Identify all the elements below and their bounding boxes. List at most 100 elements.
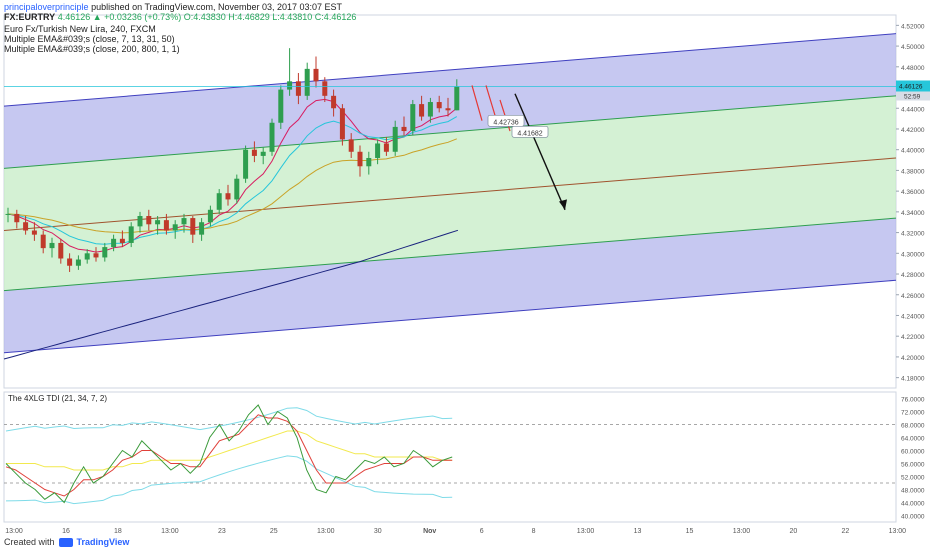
candle <box>322 77 328 103</box>
price-label: 4.41682 <box>511 125 549 138</box>
timer-tag <box>896 91 930 101</box>
black-arrow-head <box>559 199 567 210</box>
candle-body <box>216 193 222 210</box>
candle-body <box>119 238 125 243</box>
ohlc-values: O:4.43830 H:4.46829 L:4.43810 C:4.46126 <box>183 12 357 22</box>
ema-7-line <box>7 98 458 253</box>
candle-body <box>278 89 284 123</box>
channel-bottom-line <box>3 279 897 354</box>
created-with-label: Created with <box>4 537 55 547</box>
publish-line: principaloverprinciple published on Trad… <box>4 2 343 12</box>
tdi-tick-label: 76.0000 <box>901 397 925 404</box>
candle-body <box>348 139 354 152</box>
candle <box>348 133 354 158</box>
time-tick-label: 23 <box>218 528 226 535</box>
time-tick-label: 13:00 <box>161 528 179 535</box>
candle <box>357 145 363 177</box>
candle <box>5 207 11 223</box>
time-tick-label: 30 <box>374 528 382 535</box>
channel-upper-band <box>4 33 896 169</box>
candle-body <box>207 209 213 223</box>
candle <box>102 242 108 262</box>
candle-body <box>339 108 345 140</box>
footer: Created with TradingView <box>4 537 129 547</box>
tdi-tick-label: 48.0000 <box>901 488 925 495</box>
candle <box>339 104 345 146</box>
candle <box>269 118 275 156</box>
candle-body <box>14 213 20 223</box>
tdi-rsi-price-line <box>5 404 453 504</box>
price-tick-label: 4.32000 <box>901 231 925 238</box>
candle-body <box>155 220 161 225</box>
candle-body <box>23 222 29 231</box>
channel-inner-bottom-line <box>3 217 897 292</box>
time-tick-label: 13:00 <box>5 528 23 535</box>
candle <box>375 139 381 165</box>
candle <box>383 137 389 156</box>
candle-body <box>75 259 81 266</box>
candle <box>454 79 460 111</box>
candle-body <box>225 193 231 200</box>
channel-top-line <box>3 33 897 107</box>
candle <box>137 211 143 233</box>
candle-body <box>269 122 275 152</box>
last-price-tag-text: 4.46126 <box>899 83 923 90</box>
candle-body <box>190 218 196 235</box>
price-tick-label: 4.36000 <box>901 189 925 196</box>
candle-body <box>287 81 293 90</box>
candle <box>304 62 310 100</box>
study-ema-2[interactable]: Multiple EMA&#039;s (close, 200, 800, 1,… <box>4 44 180 54</box>
candle-body <box>199 222 205 235</box>
candle-body <box>5 213 11 215</box>
candle <box>392 120 398 156</box>
time-tick-label: 16 <box>62 528 70 535</box>
candle <box>119 230 125 248</box>
candle-body <box>260 151 266 156</box>
candle-body <box>49 242 55 249</box>
regression-channel <box>3 33 897 354</box>
price-axis: 4.520004.500004.480004.460004.440004.420… <box>896 23 930 383</box>
candle <box>427 97 433 123</box>
candle-body <box>93 253 99 258</box>
time-tick-label: 6 <box>480 528 484 535</box>
quote-change: 4.46126 ▲ +0.03236 (+0.73%) <box>57 12 182 22</box>
candle-body <box>295 81 301 96</box>
ema-200-line <box>3 229 459 360</box>
tdi-tick-label: 56.0000 <box>901 462 925 469</box>
candle <box>172 220 178 239</box>
red-arrow-2 <box>485 85 497 119</box>
candle-body <box>163 220 169 231</box>
candle-body <box>58 242 64 259</box>
candle <box>181 213 187 233</box>
candle-body <box>427 102 433 117</box>
tdi-panel: The 4XLG TDI (21, 34, 7, 2) 76.0000 72.000… <box>4 394 925 521</box>
candle <box>445 97 451 117</box>
time-tick-label: 20 <box>790 528 798 535</box>
timer-tag-text: 52:59 <box>904 93 921 100</box>
candle <box>313 56 319 88</box>
candle <box>287 48 293 96</box>
study-ema-1[interactable]: Multiple EMA&#039;s (close, 7, 13, 31, 5… <box>4 34 175 44</box>
candle-body <box>419 104 425 117</box>
channel-inner-band <box>4 95 896 291</box>
candle <box>216 189 222 214</box>
price-tick-label: 4.30000 <box>901 251 925 258</box>
time-tick-label: 13:00 <box>577 528 595 535</box>
candle-body <box>234 178 240 200</box>
last-price-tag <box>896 80 930 92</box>
price-label-box <box>487 114 525 127</box>
tdi-market-baseline <box>6 430 453 471</box>
price-tick-label: 4.26000 <box>901 293 925 300</box>
candle <box>84 249 90 264</box>
candle <box>207 205 213 227</box>
time-tick-label: 25 <box>270 528 278 535</box>
price-label-text: 4.42736 <box>493 119 518 126</box>
price-tick-label: 4.48000 <box>901 65 925 72</box>
candle-body <box>331 95 337 109</box>
price-tick-label: 4.34000 <box>901 210 925 217</box>
candle <box>23 216 29 235</box>
price-tick-label: 4.28000 <box>901 272 925 279</box>
author-link[interactable]: principaloverprinciple <box>4 2 89 12</box>
time-tick-label: Nov <box>423 528 436 535</box>
